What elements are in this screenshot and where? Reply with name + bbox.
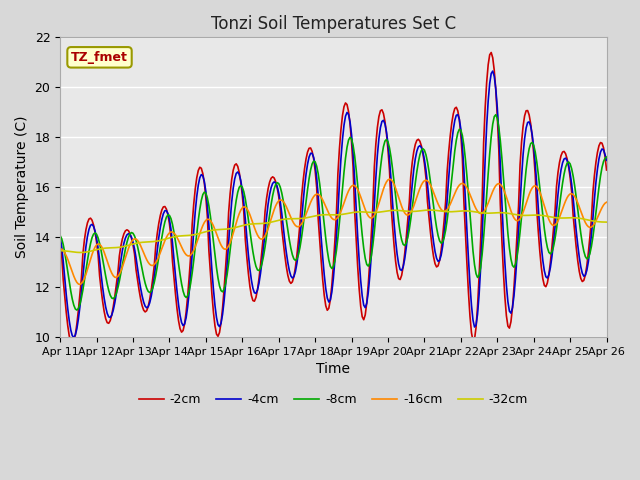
-32cm <box>387 208 395 214</box>
Line: -4cm: -4cm <box>60 71 607 337</box>
-8cm <box>399 241 407 247</box>
-32cm <box>369 210 377 216</box>
Title: Tonzi Soil Temperatures Set C: Tonzi Soil Temperatures Set C <box>211 15 456 33</box>
-16cm <box>369 215 377 220</box>
-2cm <box>68 341 76 347</box>
-8cm <box>56 233 64 239</box>
-8cm <box>369 242 377 248</box>
-8cm <box>159 226 167 232</box>
Text: TZ_fmet: TZ_fmet <box>71 51 128 64</box>
-16cm <box>388 179 396 184</box>
-4cm <box>603 157 611 163</box>
Line: -32cm: -32cm <box>60 210 607 252</box>
-4cm <box>369 229 377 235</box>
Legend: -2cm, -4cm, -8cm, -16cm, -32cm: -2cm, -4cm, -8cm, -16cm, -32cm <box>134 388 533 411</box>
-32cm <box>72 249 79 255</box>
-16cm <box>401 210 408 216</box>
-8cm <box>603 154 611 160</box>
-32cm <box>399 208 407 214</box>
Line: -16cm: -16cm <box>60 179 607 285</box>
-4cm <box>70 335 77 340</box>
-4cm <box>539 258 547 264</box>
-4cm <box>489 68 497 74</box>
-8cm <box>539 213 547 219</box>
-2cm <box>159 204 167 210</box>
-16cm <box>159 241 167 247</box>
-2cm <box>369 204 377 210</box>
X-axis label: Time: Time <box>316 362 350 376</box>
-4cm <box>399 264 407 270</box>
-2cm <box>73 321 81 327</box>
-2cm <box>539 276 547 282</box>
-32cm <box>56 248 64 253</box>
-32cm <box>427 207 435 213</box>
-4cm <box>159 211 167 216</box>
-2cm <box>56 237 64 242</box>
Line: -2cm: -2cm <box>60 52 607 344</box>
-8cm <box>72 306 79 312</box>
-16cm <box>539 198 547 204</box>
-32cm <box>76 250 84 255</box>
-32cm <box>603 219 611 225</box>
Line: -8cm: -8cm <box>60 115 607 310</box>
-4cm <box>73 326 81 332</box>
-16cm <box>56 246 64 252</box>
-32cm <box>159 237 167 242</box>
-8cm <box>387 155 395 160</box>
-2cm <box>399 264 407 269</box>
-2cm <box>603 167 611 173</box>
-16cm <box>72 277 79 283</box>
-4cm <box>56 235 64 240</box>
-16cm <box>386 176 394 182</box>
Y-axis label: Soil Temperature (C): Soil Temperature (C) <box>15 116 29 258</box>
-8cm <box>492 112 500 118</box>
-16cm <box>76 282 84 288</box>
-4cm <box>387 177 395 182</box>
-2cm <box>387 202 395 207</box>
-8cm <box>73 307 81 313</box>
-16cm <box>603 199 611 205</box>
-32cm <box>539 213 547 218</box>
-2cm <box>488 49 495 55</box>
